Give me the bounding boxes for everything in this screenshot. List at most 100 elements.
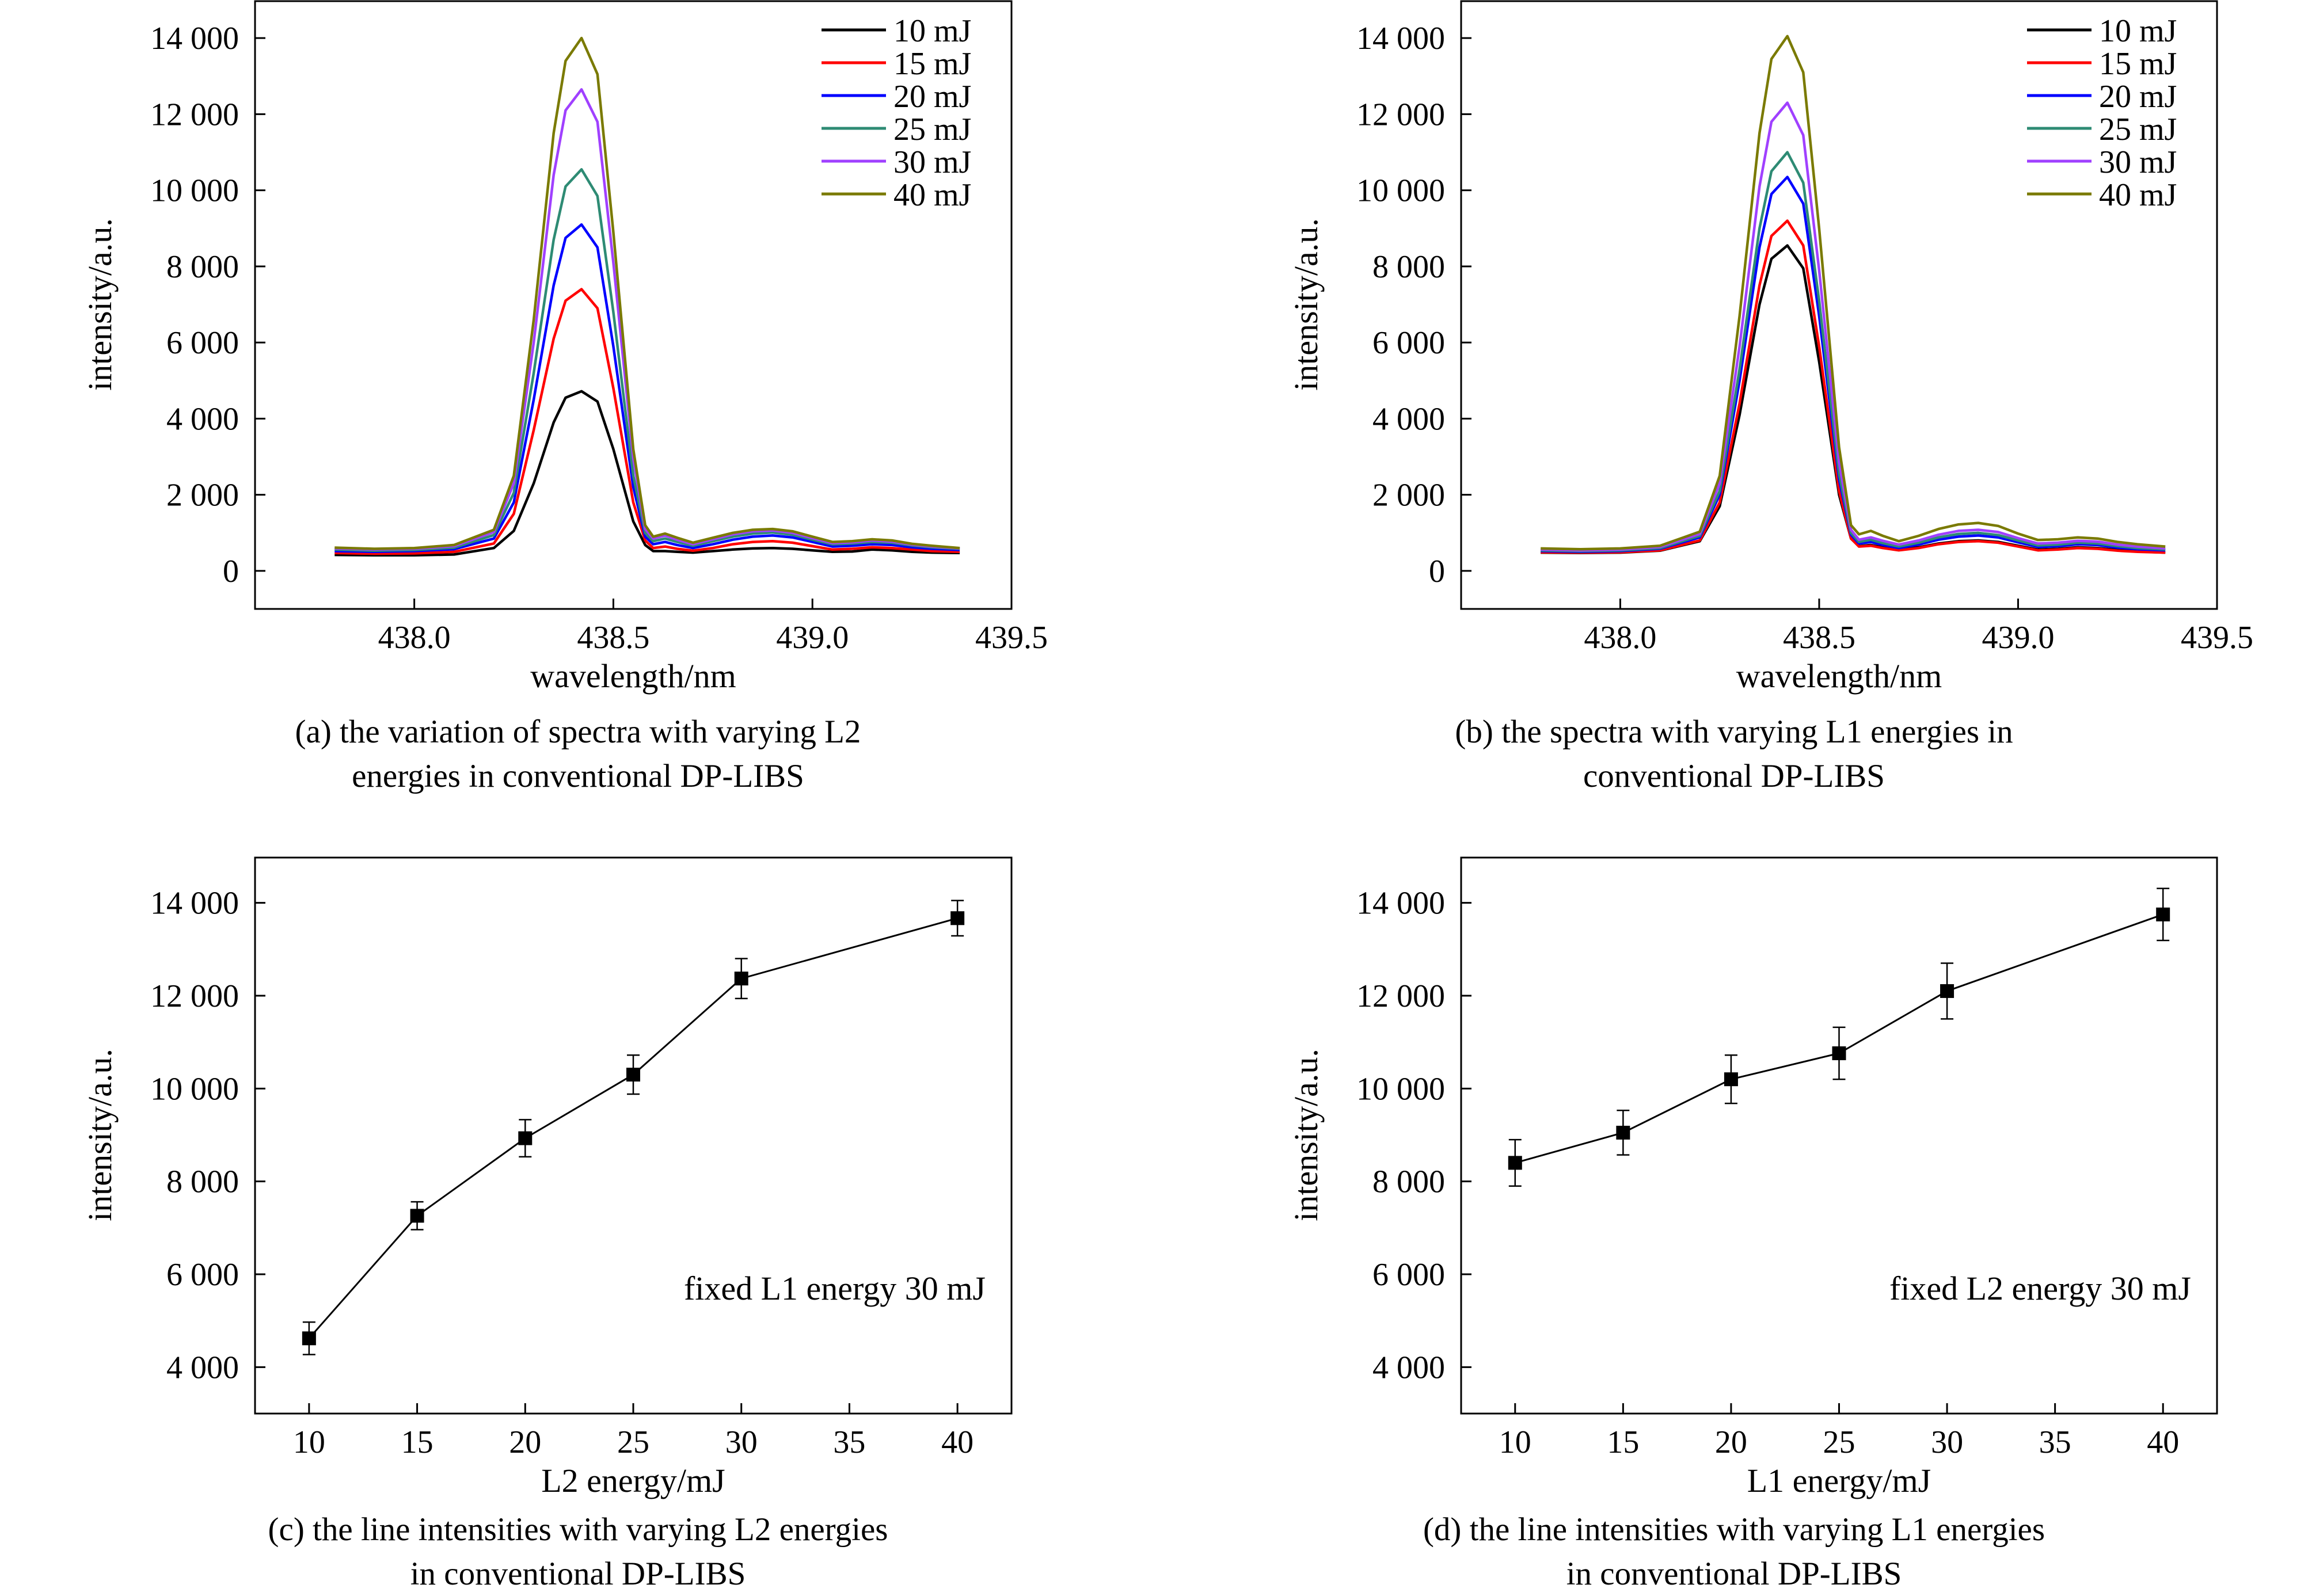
- chart-c-y-tick-label: 6 000: [166, 1257, 239, 1293]
- chart-a-legend-label: 25 mJ: [893, 112, 971, 147]
- chart-c-caption-line1: (c) the line intensities with varying L2…: [268, 1511, 888, 1548]
- chart-a-legend-label: 30 mJ: [893, 144, 971, 180]
- chart-d-plot-frame: [1460, 856, 2218, 1415]
- chart-d-y-axis-label: intensity/a.u.: [1287, 1049, 1325, 1221]
- chart-b-legend-label: 30 mJ: [2099, 144, 2177, 180]
- chart-a-y-tick-label: 12 000: [150, 97, 239, 132]
- chart-c-x-axis-label: L2 energy/mJ: [541, 1462, 725, 1499]
- chart-c-data-point: [734, 972, 748, 986]
- chart-c-plot-frame: [254, 856, 1013, 1415]
- chart-b-x-tick-label: 438.5: [1783, 620, 1855, 656]
- chart-b-y-tick-label: 2 000: [1372, 478, 1445, 513]
- chart-d-x-tick-label: 10: [1499, 1424, 1531, 1460]
- chart-b-series-line-40mj: [1541, 35, 2166, 551]
- chart-a-series-line-25mj: [334, 168, 960, 553]
- chart-a-caption-line1: (a) the variation of spectra with varyin…: [295, 714, 861, 750]
- chart-a-x-tick-label: 439.5: [975, 620, 1048, 656]
- chart-d-data-point: [2156, 907, 2170, 921]
- chart-a-caption-line2: energies in conventional DP-LIBS: [352, 758, 804, 794]
- chart-b-series-line-25mj: [1541, 151, 2166, 553]
- chart-c-caption: (c) the line intensities with varying L2…: [0, 1507, 1156, 1596]
- chart-a-y-tick-label: 0: [223, 554, 239, 589]
- chart-d-data-point: [1508, 1156, 1522, 1170]
- chart-d-y-tick-label: 6 000: [1372, 1257, 1445, 1293]
- chart-d-data-point: [1616, 1125, 1630, 1140]
- chart-a-legend-label: 15 mJ: [893, 46, 971, 82]
- chart-c-data-point: [518, 1131, 533, 1145]
- chart-b-y-tick-label: 4 000: [1372, 401, 1445, 437]
- chart-c-connecting-line: [308, 917, 958, 1339]
- chart-a-series-line-40mj: [334, 36, 960, 550]
- chart-a-legend-label: 10 mJ: [893, 13, 971, 49]
- chart-b-y-tick-label: 14 000: [1356, 21, 1445, 56]
- chart-b-y-tick-label: 6 000: [1372, 325, 1445, 361]
- chart-c-x-tick-label: 30: [725, 1424, 758, 1460]
- chart-a-y-tick-label: 6 000: [166, 325, 239, 361]
- chart-d-svg: 10 15 20 25 30 35 40 4 000 6 000 8 000 10 000 12 00…: [1287, 856, 2218, 1499]
- chart-b-caption: (b) the spectra with varying L1 energies…: [1156, 710, 2312, 798]
- chart-d-connecting-line: [1515, 913, 2163, 1164]
- chart-b-legend-label: 40 mJ: [2099, 177, 2177, 213]
- chart-a-svg: 438.0 438.5 439.0 439.5 0 2 000 4 000 6 000 8 00…: [81, 0, 1048, 695]
- chart-b-legend-label: 25 mJ: [2099, 112, 2177, 147]
- chart-d-data-point: [1724, 1072, 1738, 1087]
- chart-d-x-axis-label: L1 energy/mJ: [1747, 1462, 1931, 1499]
- chart-c-x-tick-label: 20: [509, 1424, 541, 1460]
- chart-a-y-tick-label: 10 000: [150, 173, 239, 209]
- chart-a-x-axis-label: wavelength/nm: [530, 657, 736, 695]
- chart-b-caption-line2: conventional DP-LIBS: [1583, 758, 1885, 794]
- chart-a-y-axis-label: intensity/a.u.: [81, 218, 119, 391]
- chart-d-y-tick-label: 8 000: [1372, 1164, 1445, 1200]
- chart-c-y-tick-label: 4 000: [166, 1350, 239, 1385]
- chart-b-series-line-30mj: [1541, 101, 2166, 552]
- chart-a-plot-frame: [254, 0, 1013, 610]
- chart-d-caption-line1: (d) the line intensities with varying L1…: [1423, 1511, 2045, 1548]
- chart-b-x-axis-label: wavelength/nm: [1736, 657, 1942, 695]
- chart-c-y-tick-label: 8 000: [166, 1164, 239, 1200]
- chart-b-x-tick-label: 439.0: [1982, 620, 2054, 656]
- chart-d-x-tick-label: 15: [1607, 1424, 1639, 1460]
- chart-a-y-tick-label: 14 000: [150, 21, 239, 56]
- chart-c-annotation: fixed L1 energy 30 mJ: [684, 1270, 986, 1307]
- chart-a-x-tick-label: 439.0: [776, 620, 849, 656]
- chart-a-x-tick-label: 438.5: [577, 620, 649, 656]
- chart-b-y-tick-label: 12 000: [1356, 97, 1445, 132]
- chart-panel-a: 438.0 438.5 439.0 439.5 0 2 000 4 000 6 000 8 00…: [0, 0, 1156, 794]
- chart-c-y-tick-label: 14 000: [150, 886, 239, 921]
- chart-c-y-tick-label: 12 000: [150, 978, 239, 1014]
- chart-c-data-point: [302, 1331, 316, 1346]
- chart-b-y-tick-label: 8 000: [1372, 249, 1445, 285]
- chart-a-x-tick-label: 438.0: [378, 620, 451, 656]
- chart-d-y-tick-label: 12 000: [1356, 978, 1445, 1014]
- chart-c-data-point: [626, 1068, 640, 1082]
- chart-b-series-line-20mj: [1541, 176, 2166, 554]
- chart-a-series-line-10mj: [334, 390, 960, 557]
- chart-d-x-tick-label: 25: [1823, 1424, 1855, 1460]
- chart-b-svg: 438.0 438.5 439.0 439.5 0 2 000 4 000 6 000 8 00…: [1287, 0, 2253, 695]
- chart-a-y-tick-label: 4 000: [166, 401, 239, 437]
- chart-c-y-axis-label: intensity/a.u.: [81, 1049, 119, 1221]
- chart-d-y-tick-label: 10 000: [1356, 1071, 1445, 1107]
- chart-b-x-tick-label: 439.5: [2181, 620, 2253, 656]
- chart-b-legend-label: 20 mJ: [2099, 79, 2177, 115]
- chart-panel-c: 10 15 20 25 30 35 40 4 000 6 000 8 000 10 000 12 00…: [0, 794, 1156, 1592]
- chart-d-x-tick-label: 40: [2147, 1424, 2179, 1460]
- chart-a-legend-label: 40 mJ: [893, 177, 971, 213]
- chart-b-plot-frame: [1460, 0, 2218, 610]
- chart-panel-d: 10 15 20 25 30 35 40 4 000 6 000 8 000 10 000 12 00…: [1156, 794, 2312, 1592]
- chart-c-data-point: [950, 911, 965, 925]
- chart-b-series-line-10mj: [1541, 244, 2166, 555]
- chart-c-x-tick-label: 25: [617, 1424, 649, 1460]
- chart-d-x-tick-label: 35: [2039, 1424, 2071, 1460]
- chart-b-legend-label: 15 mJ: [2099, 46, 2177, 82]
- chart-c-x-tick-label: 10: [293, 1424, 325, 1460]
- chart-a-y-tick-label: 2 000: [166, 478, 239, 513]
- chart-a-legend-label: 20 mJ: [893, 79, 971, 115]
- chart-c-data-point: [410, 1209, 424, 1223]
- chart-b-series-line-15mj: [1541, 219, 2166, 554]
- chart-c-x-tick-label: 35: [833, 1424, 865, 1460]
- chart-d-caption-line2: in conventional DP-LIBS: [1566, 1556, 1902, 1592]
- chart-a-caption: (a) the variation of spectra with varyin…: [0, 710, 1156, 798]
- chart-d-y-tick-label: 4 000: [1372, 1350, 1445, 1385]
- chart-a-series-line-30mj: [334, 88, 960, 551]
